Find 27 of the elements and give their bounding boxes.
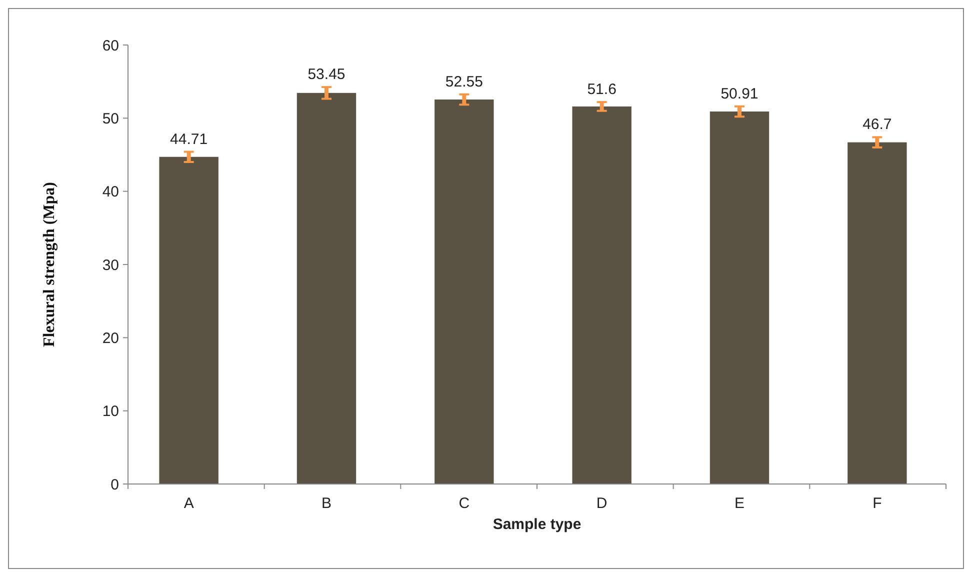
data-label: 52.55 bbox=[445, 73, 483, 90]
data-label: 53.45 bbox=[308, 66, 346, 84]
x-tick-label: D bbox=[596, 495, 608, 512]
bar bbox=[848, 142, 907, 484]
bar bbox=[296, 92, 356, 484]
y-tick-label: 0 bbox=[110, 476, 119, 494]
bar bbox=[710, 112, 770, 484]
y-tick-label: 50 bbox=[102, 110, 119, 128]
x-tick-label: B bbox=[321, 495, 332, 512]
x-tick-label: F bbox=[872, 495, 882, 512]
data-label: 50.91 bbox=[720, 85, 758, 102]
x-tick-label: A bbox=[184, 495, 194, 512]
bar bbox=[572, 106, 632, 484]
y-tick-label: 20 bbox=[102, 330, 119, 347]
x-tick-label: E bbox=[734, 495, 745, 512]
bar bbox=[159, 156, 218, 484]
y-tick-label: 10 bbox=[102, 403, 119, 420]
y-tick-label: 40 bbox=[102, 184, 119, 201]
data-label: 46.7 bbox=[862, 116, 892, 134]
x-tick-label: C bbox=[458, 495, 470, 512]
data-label: 51.6 bbox=[587, 81, 616, 98]
y-tick-label: 30 bbox=[102, 256, 119, 274]
data-label: 44.71 bbox=[170, 130, 208, 148]
y-axis-title: Flexural strength (Mpa) bbox=[41, 182, 58, 348]
x-axis-title: Sample type bbox=[492, 516, 582, 533]
bar bbox=[434, 100, 494, 484]
y-tick-label: 60 bbox=[102, 37, 119, 54]
